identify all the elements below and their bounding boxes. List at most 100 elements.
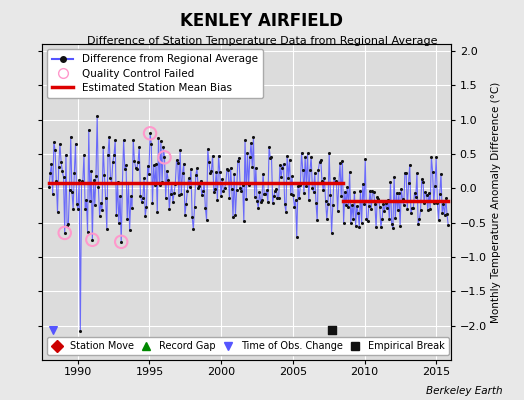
Point [410, 190, 419, 196]
Point [238, 182, 247, 188]
Point [62, 152, 70, 158]
Point [311, 170, 319, 176]
Point [304, 197, 313, 204]
Point [46, 170, 54, 176]
Point [260, 191, 268, 198]
Point [397, 186, 406, 192]
Point [219, 188, 227, 194]
Point [364, 218, 372, 224]
Point [234, 158, 242, 164]
Point [399, 202, 408, 208]
Point [248, 164, 256, 170]
Point [225, 195, 234, 202]
Point [235, 154, 243, 161]
Point [146, 130, 154, 136]
Point [222, 180, 230, 186]
Point [88, 236, 96, 243]
Point [227, 186, 236, 192]
Point [113, 179, 122, 186]
Point [190, 204, 199, 210]
Point [356, 188, 365, 194]
Point [390, 174, 398, 180]
Point [137, 198, 146, 205]
Point [107, 180, 116, 186]
Point [129, 137, 137, 143]
Point [79, 180, 87, 186]
Point [178, 170, 187, 176]
Point [289, 192, 297, 198]
Point [151, 182, 159, 189]
Point [206, 170, 214, 176]
Point [125, 227, 134, 234]
Point [372, 224, 380, 230]
Point [261, 191, 270, 198]
Point [70, 170, 79, 176]
Point [119, 137, 128, 143]
Point [231, 212, 239, 218]
Point [152, 161, 160, 167]
Point [226, 165, 235, 171]
Point [147, 140, 156, 147]
Point [161, 195, 170, 201]
Point [170, 190, 178, 196]
Point [440, 212, 449, 218]
Point [229, 214, 237, 220]
Point [415, 216, 423, 223]
Point [61, 230, 69, 236]
Point [386, 179, 395, 186]
Point [135, 144, 144, 150]
Point [188, 214, 196, 220]
Point [370, 200, 379, 207]
Point [341, 188, 349, 195]
Point [343, 184, 352, 190]
Point [403, 205, 411, 212]
Point [264, 199, 272, 205]
Point [204, 146, 212, 152]
Point [423, 206, 432, 213]
Point [358, 181, 367, 187]
Point [80, 152, 88, 158]
Point [50, 139, 58, 146]
Point [177, 190, 185, 197]
Point [325, 150, 333, 156]
Point [183, 188, 192, 194]
Point [172, 157, 181, 163]
Point [411, 194, 420, 200]
Point [421, 189, 430, 196]
Point [202, 217, 211, 223]
Point [132, 165, 140, 171]
Point [420, 200, 428, 206]
Point [388, 221, 396, 228]
Point [316, 157, 325, 163]
Point [282, 209, 290, 215]
Point [140, 175, 148, 181]
Point [95, 212, 104, 219]
Point [173, 159, 182, 166]
Point [328, 327, 336, 334]
Point [331, 180, 340, 186]
Point [214, 152, 223, 159]
Point [201, 205, 210, 211]
Point [176, 147, 184, 153]
Point [392, 190, 401, 196]
Point [198, 192, 206, 198]
Point [130, 158, 139, 164]
Point [270, 193, 278, 199]
Point [249, 134, 258, 140]
Point [337, 193, 345, 199]
Point [106, 174, 115, 181]
Point [432, 154, 440, 161]
Point [435, 191, 444, 197]
Point [47, 161, 56, 168]
Point [347, 220, 355, 226]
Point [413, 170, 421, 176]
Point [218, 176, 226, 182]
Point [314, 167, 323, 173]
Point [182, 201, 190, 207]
Point [354, 210, 362, 216]
Point [56, 140, 64, 147]
Point [69, 206, 78, 212]
Text: Difference of Station Temperature Data from Regional Average: Difference of Station Temperature Data f… [87, 36, 437, 46]
Point [345, 169, 354, 175]
Point [406, 162, 414, 168]
